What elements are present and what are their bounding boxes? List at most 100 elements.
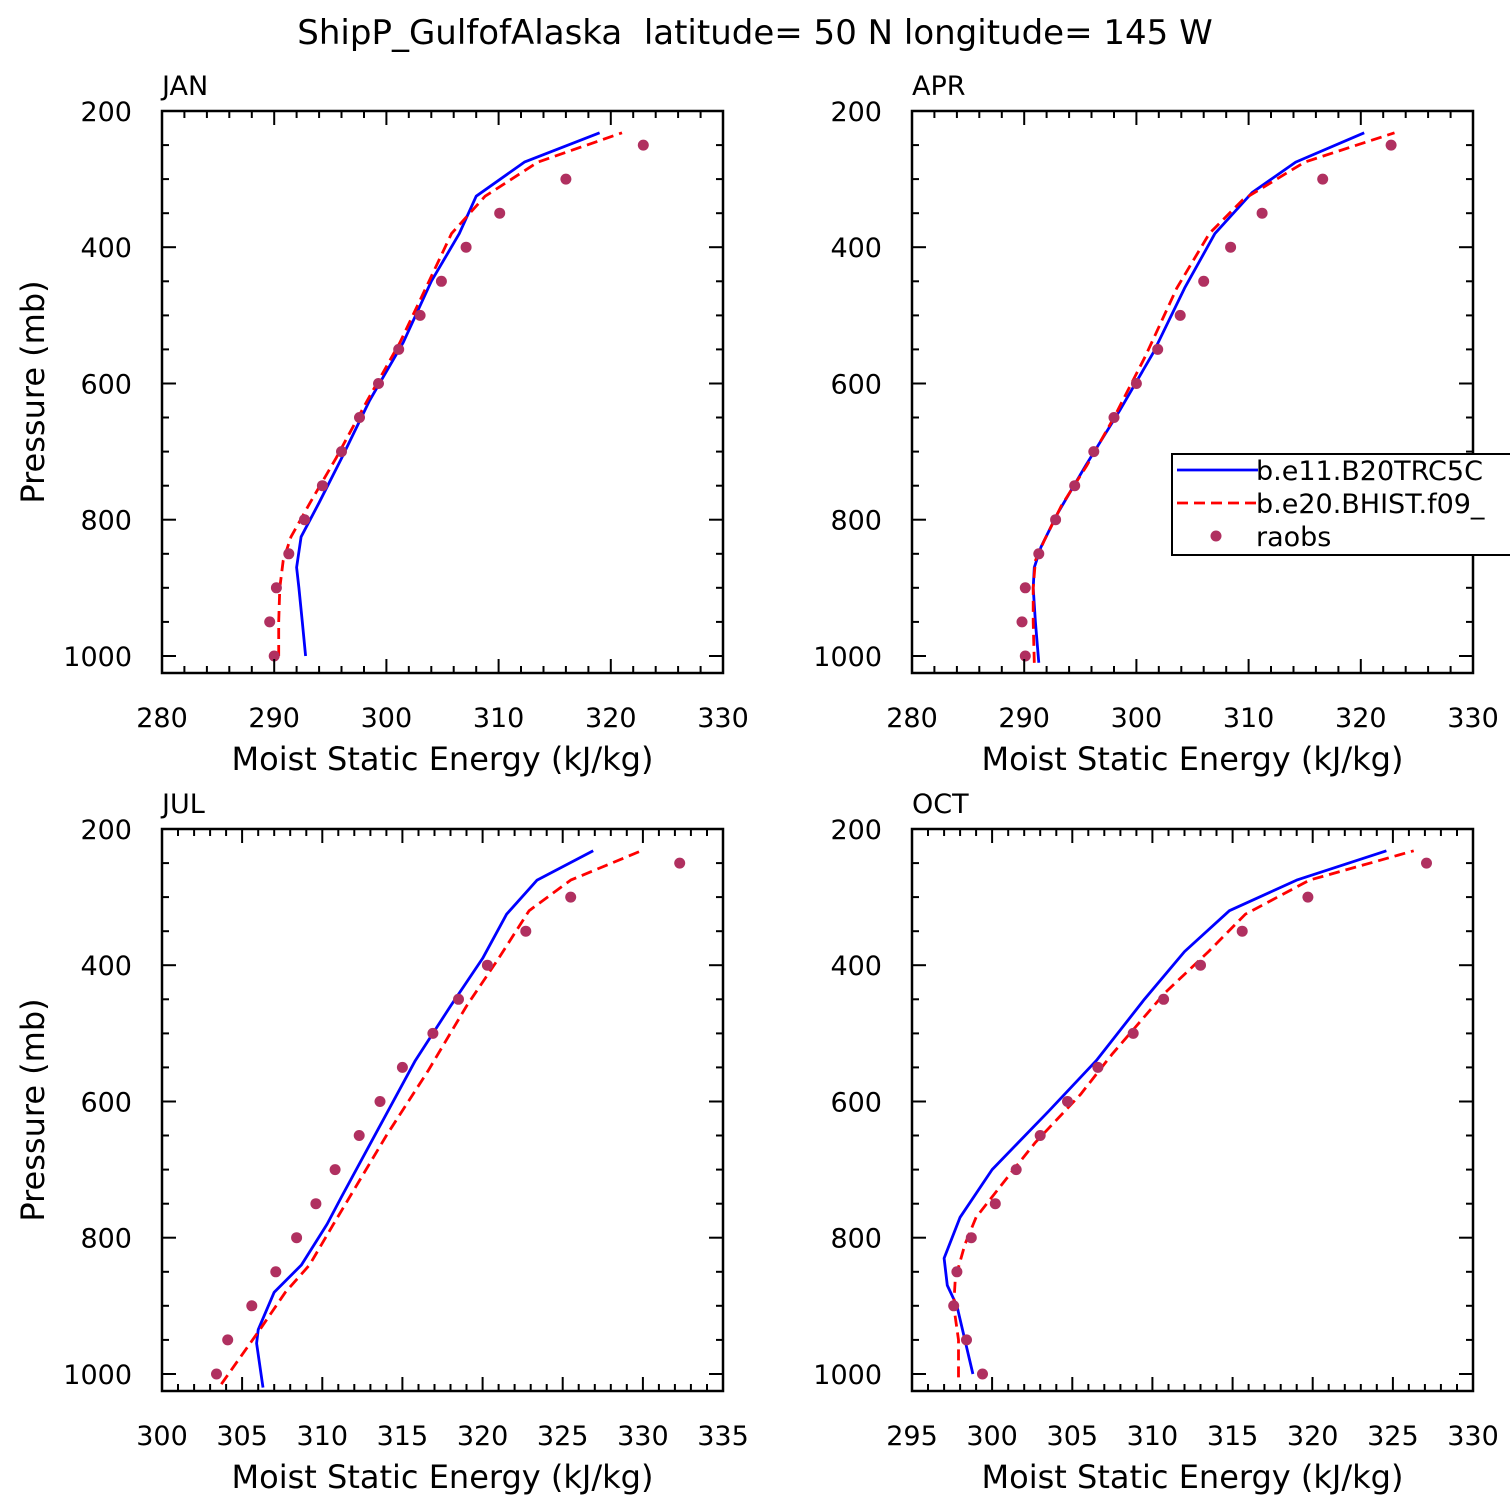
x-tick-label: 320 — [585, 703, 637, 734]
panel-apr: 280 290 300 310 320 330 200 400 600 800 1000 APR Moi… — [813, 71, 1510, 778]
raobs-point — [1069, 480, 1081, 492]
raobs-point — [1062, 1096, 1073, 1107]
raobs-point — [948, 1300, 960, 1312]
x-tick-label: 320 — [457, 1421, 509, 1452]
raobs-point — [374, 1096, 386, 1107]
x-tick-label: 295 — [886, 1421, 938, 1452]
raobs-point — [354, 412, 365, 423]
raobs-point — [1158, 993, 1170, 1005]
x-tick-label: 310 — [297, 1421, 349, 1452]
raobs-point — [1174, 309, 1186, 321]
raobs-point — [494, 207, 506, 219]
panel-oct: 295 300 305 310 315 320 325 330 200 400 600 800 1000… — [813, 789, 1498, 1496]
y-tick-label: 1000 — [813, 642, 882, 673]
x-axis-label: Moist Static Energy (kJ/kg) — [232, 740, 654, 778]
raobs-point — [1034, 1130, 1046, 1141]
x-tick-label: 290 — [248, 703, 300, 734]
x-tick-label: 280 — [136, 703, 188, 734]
y-tick-label: 1000 — [63, 642, 132, 673]
y-tick-label: 200 — [80, 815, 132, 846]
raobs-point — [1198, 275, 1210, 287]
legend-label: b.e20.BHIST.f09_ — [1256, 489, 1485, 520]
figure-title: ShipP_GulfofAlaska latitude= 50 N longit… — [297, 13, 1212, 53]
series-line-dashed — [952, 849, 1415, 1378]
raobs-point — [481, 959, 493, 971]
series-group — [264, 131, 649, 662]
y-tick-label: 600 — [830, 1088, 882, 1119]
panel-label: APR — [912, 71, 966, 102]
raobs-point — [1108, 412, 1120, 423]
series-line-dashed — [220, 849, 642, 1386]
y-tick-label: 600 — [80, 370, 132, 401]
x-tick-label: 305 — [1047, 1421, 1099, 1452]
raobs-point — [520, 925, 532, 937]
raobs-point — [1033, 548, 1045, 560]
y-tick-label: 400 — [830, 233, 882, 264]
raobs-point — [961, 1334, 972, 1346]
raobs-point — [268, 650, 280, 662]
x-tick-label: 300 — [136, 1421, 188, 1452]
raobs-point — [1317, 173, 1329, 185]
panel-label: JAN — [160, 71, 208, 102]
legend-marker — [1210, 530, 1222, 542]
panel-label: JUL — [160, 789, 205, 820]
raobs-point — [560, 173, 572, 185]
raobs-point — [1010, 1164, 1022, 1176]
axes-frame — [910, 827, 1475, 1393]
raobs-point — [283, 548, 295, 560]
y-tick-label: 800 — [830, 506, 882, 537]
raobs-point — [1130, 378, 1142, 389]
raobs-point — [1236, 925, 1248, 937]
x-tick-label: 280 — [886, 703, 938, 734]
y-tick-label: 400 — [80, 951, 132, 982]
x-tick-label: 300 — [1111, 703, 1163, 734]
series-line-solid — [295, 131, 601, 657]
y-tick-label: 600 — [830, 370, 882, 401]
legend-label: b.e11.B20TRC5C — [1256, 456, 1483, 487]
raobs-point — [674, 857, 686, 869]
raobs-point — [1195, 959, 1206, 971]
raobs-point — [353, 1130, 365, 1141]
raobs-point — [1152, 343, 1164, 355]
raobs-point — [965, 1232, 977, 1244]
raobs-point — [264, 616, 276, 628]
x-tick-label: 300 — [966, 1421, 1018, 1452]
raobs-point — [637, 139, 649, 151]
x-tick-label: 290 — [998, 703, 1050, 734]
raobs-point — [329, 1164, 341, 1176]
y-tick-label: 200 — [830, 815, 882, 846]
x-tick-label: 320 — [1287, 1421, 1339, 1452]
y-tick-label: 200 — [830, 97, 882, 128]
series-line-dashed — [1031, 131, 1395, 663]
panel-jul: 300 305 310 315 320 325 330 335 200 400 600 800 1000… — [14, 789, 749, 1496]
x-tick-label: 325 — [1367, 1421, 1419, 1452]
raobs-point — [1256, 207, 1268, 219]
raobs-point — [989, 1198, 1001, 1210]
raobs-point — [373, 378, 384, 389]
axes-frame — [160, 109, 725, 675]
panel-label: OCT — [912, 789, 969, 820]
series-line-solid — [942, 849, 1387, 1375]
x-tick-label: 310 — [1127, 1421, 1179, 1452]
raobs-point — [270, 582, 282, 594]
raobs-point — [414, 309, 426, 321]
y-tick-label: 800 — [80, 506, 132, 537]
raobs-point — [977, 1368, 988, 1380]
raobs-point — [1127, 1027, 1139, 1039]
x-tick-label: 330 — [697, 703, 749, 734]
raobs-point — [291, 1232, 303, 1244]
raobs-point — [1225, 241, 1237, 253]
x-tick-label: 315 — [377, 1421, 429, 1452]
axes-frame — [910, 109, 1475, 675]
x-tick-label: 315 — [1207, 1421, 1259, 1452]
x-tick-label: 335 — [697, 1421, 749, 1452]
raobs-point — [951, 1266, 963, 1278]
raobs-point — [222, 1334, 234, 1346]
raobs-point — [427, 1027, 439, 1039]
x-tick-label: 305 — [216, 1421, 268, 1452]
raobs-point — [460, 241, 472, 253]
series-group — [211, 849, 686, 1388]
y-tick-label: 200 — [80, 97, 132, 128]
